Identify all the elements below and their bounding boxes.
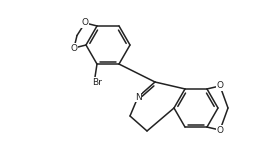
- Text: O: O: [82, 19, 88, 27]
- Text: O: O: [216, 81, 223, 90]
- Text: Br: Br: [92, 78, 102, 87]
- Text: O: O: [70, 43, 77, 52]
- Text: O: O: [216, 126, 223, 135]
- Text: N: N: [135, 93, 141, 101]
